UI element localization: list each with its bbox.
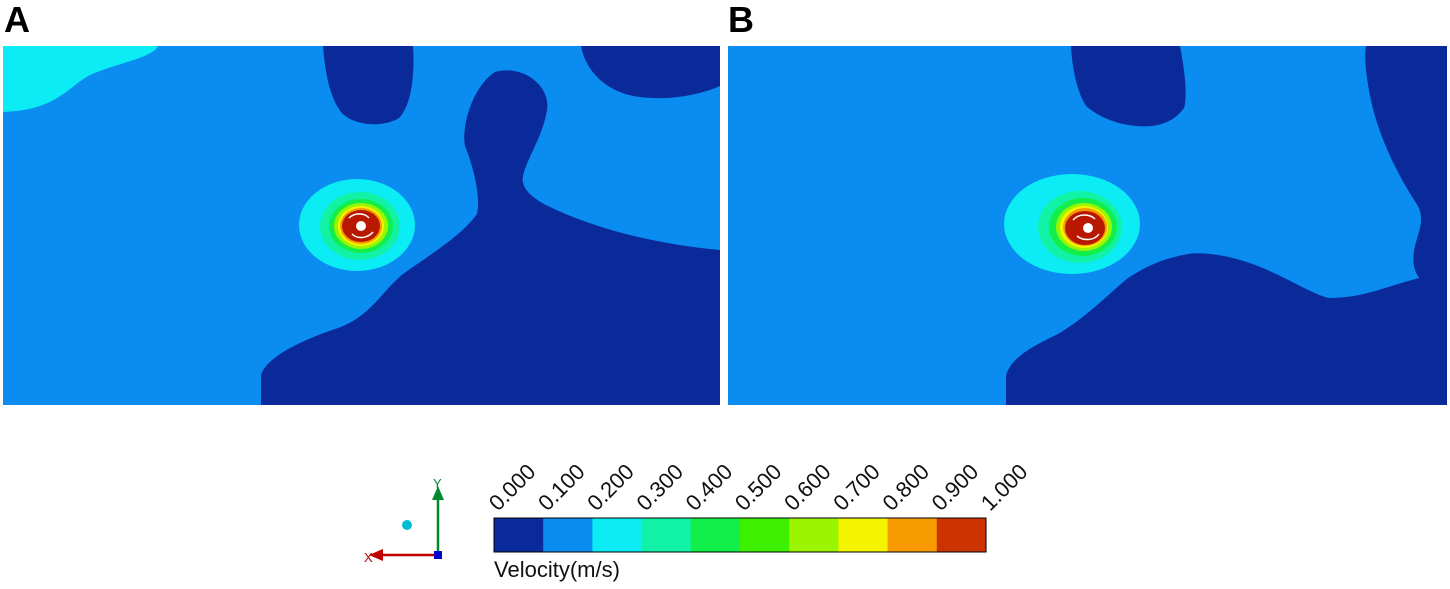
colorbar-swatch-2 — [592, 518, 643, 552]
impeller-jet — [299, 179, 415, 271]
axis-triad: Y X — [364, 476, 444, 565]
panel-label-a: A — [4, 0, 30, 40]
colorbar-swatch-4 — [690, 518, 741, 552]
colorbar-title: Velocity(m/s) — [494, 557, 620, 582]
colorbar-tick-label: 0.100 — [533, 459, 590, 516]
velocity-contour-panel-b — [728, 46, 1447, 405]
colorbar-tick-label: 0.700 — [828, 459, 885, 516]
region-stagnant-top — [323, 46, 414, 125]
region-cyan-corner — [3, 46, 158, 112]
origin-point — [402, 520, 412, 530]
colorbar-swatch-5 — [740, 518, 790, 552]
region-stagnant-top-right — [581, 46, 720, 99]
region-stagnant-top — [1071, 46, 1186, 127]
colorbar-swatch-8 — [887, 518, 938, 552]
region-stagnant-bottom — [1006, 253, 1447, 405]
colorbar-tick-label: 0.900 — [927, 459, 984, 516]
y-axis-label: Y — [433, 476, 442, 491]
colorbar-tick-label: 0.600 — [779, 459, 836, 516]
colorbar-swatch-3 — [641, 518, 692, 552]
colorbar-swatch-0 — [494, 518, 544, 552]
colorbar-swatch-6 — [789, 518, 839, 552]
colorbar-tick-label: 0.000 — [484, 459, 541, 516]
colorbar-swatch-7 — [838, 518, 889, 552]
colorbar-tick-label: 0.800 — [877, 459, 934, 516]
colorbar-tick-label: 0.400 — [681, 459, 738, 516]
x-axis-label: X — [364, 550, 373, 565]
colorbar: 0.0000.1000.2000.3000.4000.5000.6000.700… — [484, 459, 1033, 553]
panel-label-b: B — [728, 0, 754, 40]
colorbar-tick-label: 1.000 — [976, 459, 1033, 516]
colorbar-tick-label: 0.500 — [730, 459, 787, 516]
colorbar-border — [493, 517, 987, 553]
colorbar-tick-label: 0.300 — [631, 459, 688, 516]
region-stagnant-bottom — [261, 70, 720, 405]
region-stagnant-right — [1365, 46, 1447, 405]
z-axis-marker — [434, 551, 442, 559]
velocity-contour-panel-a — [3, 46, 720, 405]
colorbar-swatch-9 — [936, 518, 987, 552]
colorbar-tick-label: 0.200 — [582, 459, 639, 516]
colorbar-swatch-1 — [543, 518, 593, 552]
impeller-jet — [1004, 174, 1140, 274]
